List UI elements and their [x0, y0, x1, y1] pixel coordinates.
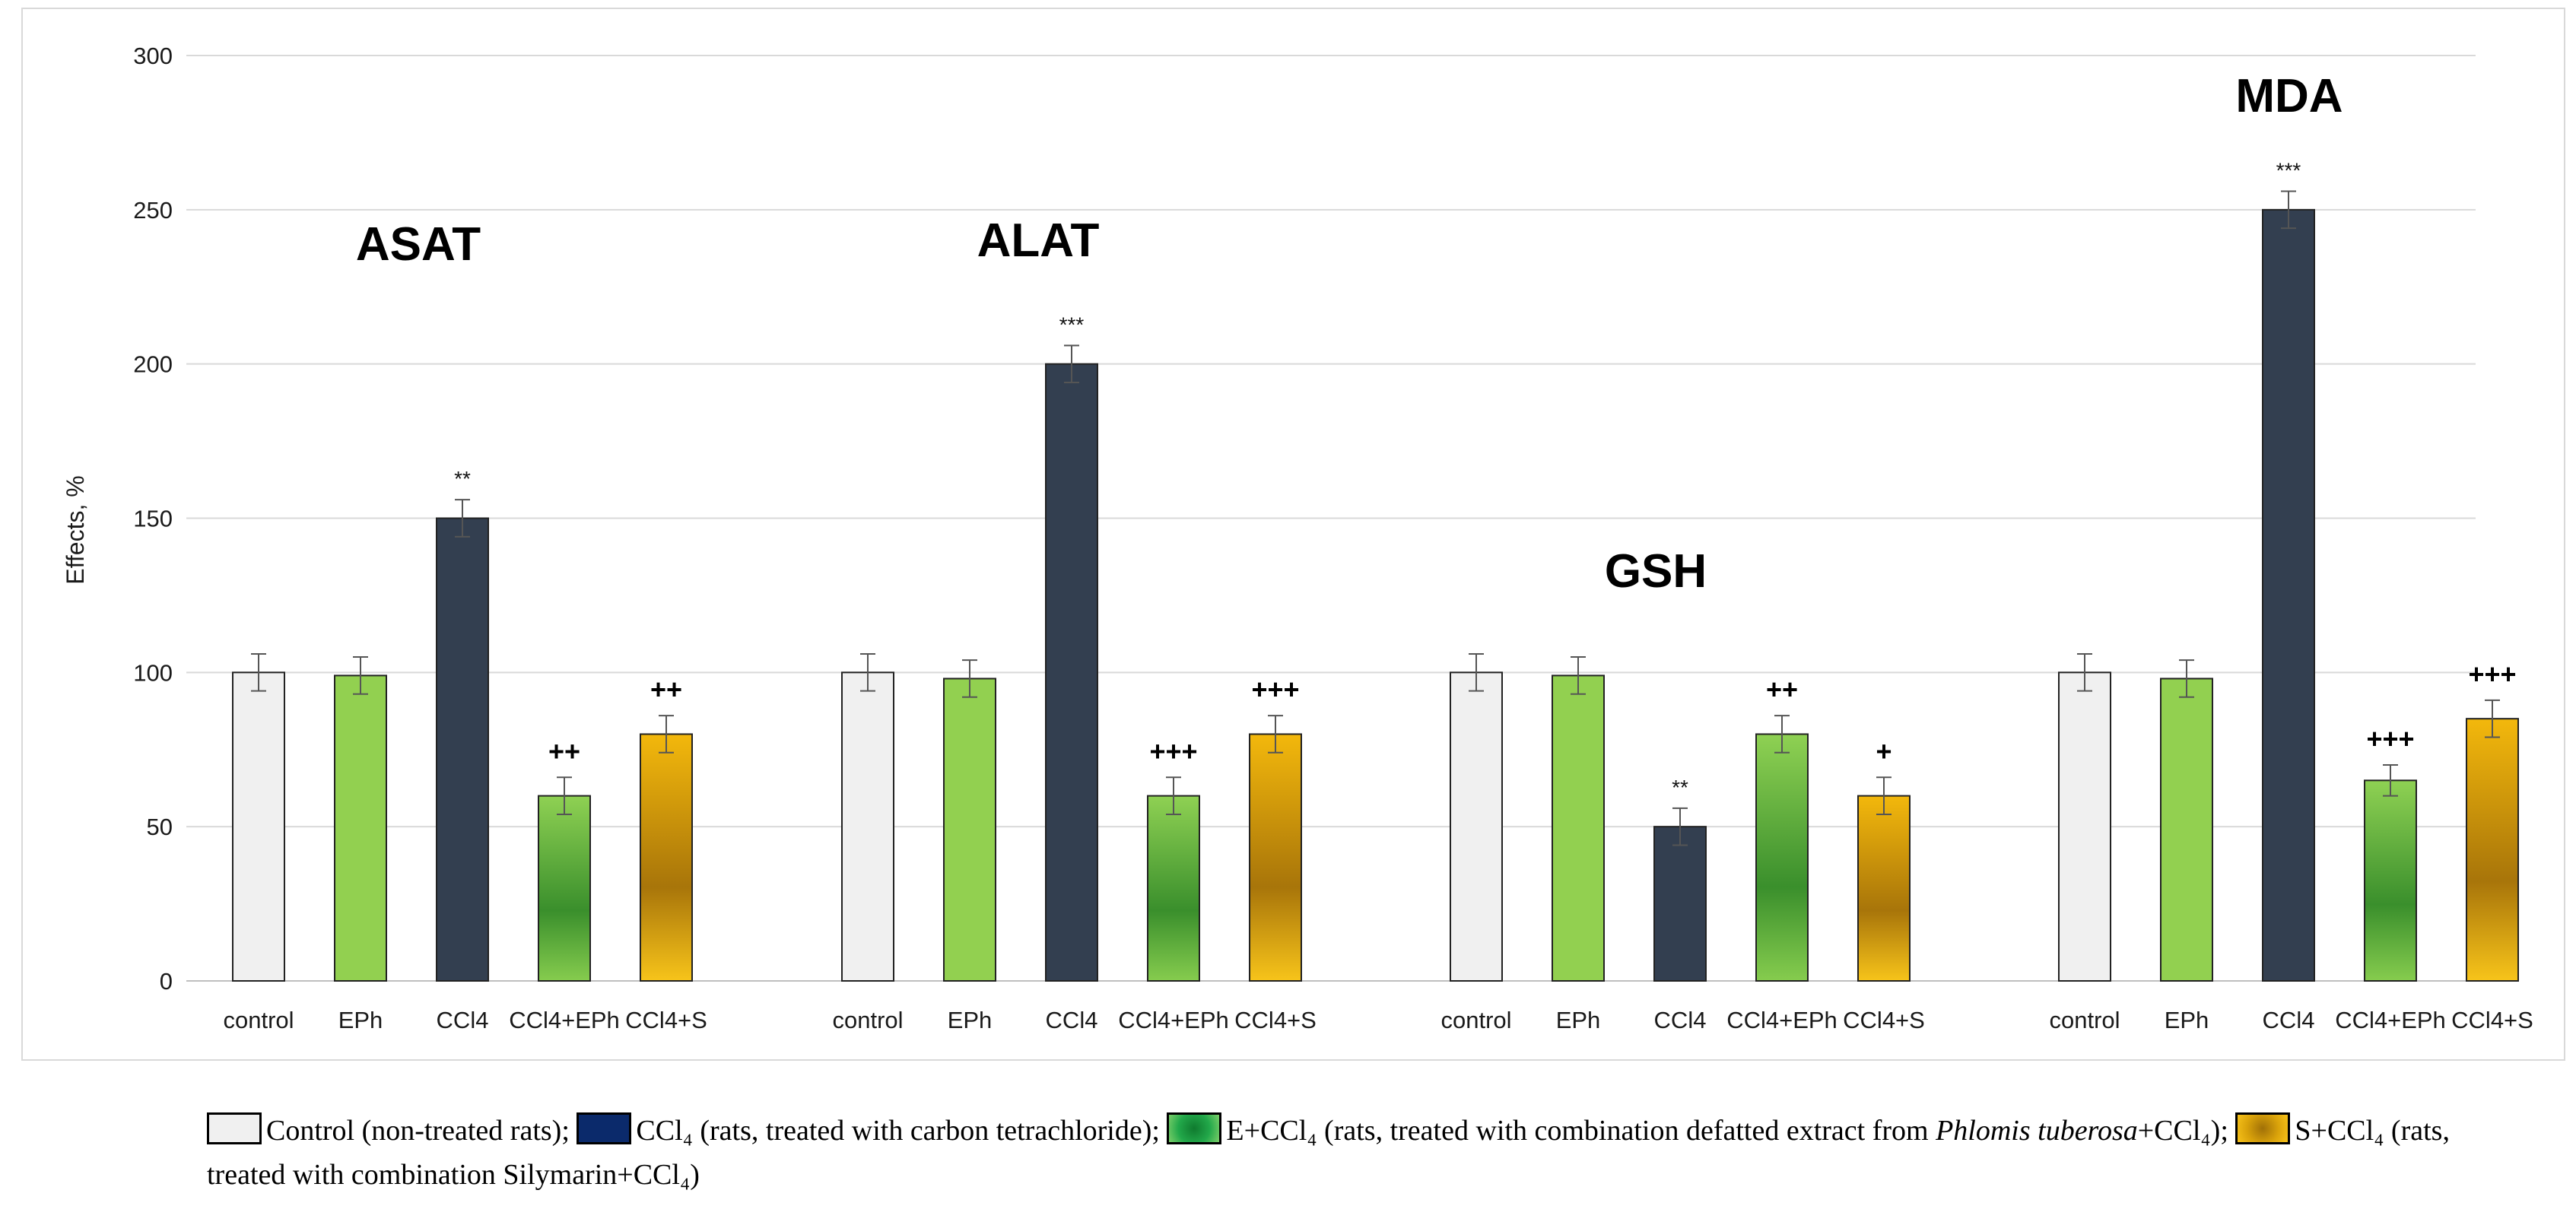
- bar-mda-ccl4-s: [2466, 718, 2519, 982]
- bar-asat-ccl4-s: [640, 733, 693, 982]
- x-category-label: CCl4+EPh: [1726, 1007, 1838, 1033]
- legend-swatch-eccl4: [1167, 1112, 1222, 1144]
- significance-label: **: [1672, 776, 1688, 799]
- y-tick-label: 250: [133, 197, 173, 224]
- significance-label: ++: [1766, 674, 1798, 705]
- x-category-label: EPh: [948, 1007, 993, 1033]
- legend-label-eccl4-italic: Phlomis tuberosa: [1936, 1115, 2138, 1147]
- bar-gsh-control: [1450, 671, 1503, 982]
- y-tick-label: 100: [133, 659, 173, 686]
- bar-asat-eph: [334, 674, 387, 982]
- bar-gsh-ccl4: [1653, 826, 1707, 982]
- bar-alat-ccl4: [1045, 363, 1098, 982]
- x-category-label: EPh: [2165, 1007, 2209, 1033]
- bar-mda-ccl4-eph: [2364, 779, 2417, 982]
- bar-mda-ccl4: [2262, 208, 2315, 982]
- x-category-label: CCl4+S: [1234, 1007, 1317, 1033]
- significance-label: ***: [2276, 158, 2301, 182]
- significance-label: ++: [650, 674, 682, 705]
- group-title-alat: ALAT: [977, 214, 1100, 267]
- y-axis-label: Effects, %: [62, 475, 89, 584]
- x-category-label: CCl4: [1046, 1007, 1098, 1033]
- x-category-label: CCl4+EPh: [1118, 1007, 1229, 1033]
- y-tick-label: 0: [160, 968, 173, 995]
- group-title-mda: MDA: [2235, 70, 2343, 122]
- x-category-label: control: [223, 1007, 294, 1033]
- bar-gsh-ccl4-s: [1857, 795, 1911, 982]
- bar-mda-control: [2058, 671, 2111, 982]
- x-category-label: EPh: [338, 1007, 383, 1033]
- x-category-label: CCl4: [2263, 1007, 2315, 1033]
- x-category-label: CCl4+S: [2451, 1007, 2533, 1033]
- bar-gsh-ccl4-eph: [1755, 733, 1809, 982]
- significance-label: **: [454, 467, 471, 490]
- group-title-asat: ASAT: [356, 218, 481, 271]
- legend-swatch-sccl4: [2235, 1112, 2291, 1144]
- y-tick-label: 200: [133, 351, 173, 378]
- significance-label: +++: [1251, 674, 1299, 705]
- bar-mda-eph: [2160, 678, 2213, 982]
- legend-label-eccl4-post: +CCl₄);: [2137, 1115, 2236, 1147]
- significance-label: ***: [1059, 313, 1085, 336]
- y-tick-label: 50: [147, 814, 173, 840]
- chart-frame: 0 50 100 150 200 250 300 control EPh ** CCl4 ++ CCl…: [21, 8, 2565, 1061]
- legend-label-sccl4: S+CCl₄ (rats, treated with combination S…: [207, 1115, 2450, 1191]
- bar-asat-ccl4: [436, 517, 489, 982]
- significance-label: +: [1876, 735, 1892, 766]
- significance-label: ++: [548, 735, 580, 766]
- legend-label-ccl4: CCl₄ (rats, treated with carbon tetrachl…: [636, 1115, 1167, 1147]
- x-category-label: control: [1440, 1007, 1511, 1033]
- bar-asat-ccl4-eph: [538, 795, 591, 982]
- bar-alat-eph: [943, 678, 996, 982]
- bar-alat-ccl4-eph: [1147, 795, 1200, 982]
- x-category-label: EPh: [1556, 1007, 1601, 1033]
- significance-label: +++: [1149, 735, 1197, 766]
- bar-chart: 0 50 100 150 200 250 300 control EPh ** CCl4 ++ CCl…: [62, 43, 2533, 1033]
- bar-alat-control: [841, 671, 894, 982]
- legend-swatch-ccl4: [577, 1112, 632, 1144]
- group-title-gsh: GSH: [1605, 545, 1707, 598]
- legend-label-control: Control (non-treated rats);: [266, 1115, 577, 1147]
- significance-label: +++: [2366, 723, 2414, 754]
- x-category-label: CCl4+EPh: [509, 1007, 620, 1033]
- y-tick-label: 150: [133, 506, 173, 532]
- x-category-label: CCl4+S: [1843, 1007, 1925, 1033]
- x-category-label: control: [2049, 1007, 2120, 1033]
- significance-label: +++: [2468, 659, 2516, 690]
- legend: Control (non-treated rats); CCl₄ (rats, …: [207, 1109, 2473, 1197]
- bar-asat-control: [232, 671, 285, 982]
- x-category-label: CCl4: [437, 1007, 489, 1033]
- x-category-label: CCl4+S: [625, 1007, 707, 1033]
- x-category-label: CCl4+EPh: [2335, 1007, 2446, 1033]
- y-tick-label: 300: [133, 43, 173, 69]
- x-category-label: CCl4: [1654, 1007, 1707, 1033]
- x-category-label: control: [832, 1007, 903, 1033]
- legend-label-eccl4-pre: E+CCl₄ (rats, treated with combination d…: [1226, 1115, 1936, 1147]
- bar-gsh-eph: [1552, 674, 1605, 982]
- bar-alat-ccl4-s: [1249, 733, 1302, 982]
- legend-swatch-control: [207, 1112, 262, 1144]
